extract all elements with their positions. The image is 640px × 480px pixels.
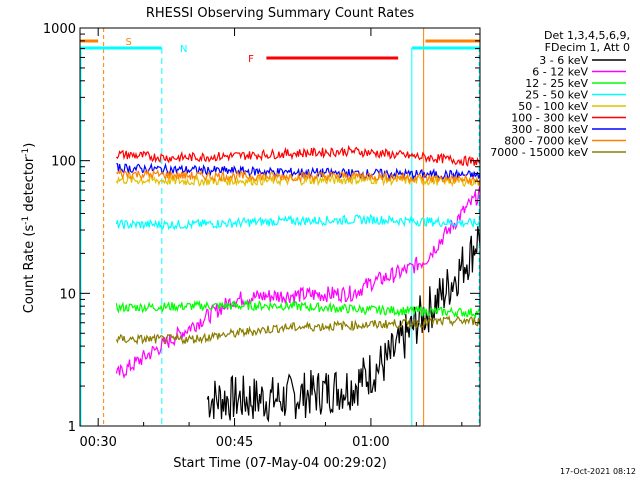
- series-line-9: [115, 314, 481, 346]
- legend-label-4: 25 - 50 keV: [525, 89, 588, 102]
- legend-label-6: 100 - 300 keV: [511, 112, 588, 125]
- y-tick-label-1: 10: [59, 287, 76, 302]
- legend-label-9: 7000 - 15000 keV: [490, 146, 588, 159]
- legend-header-line-2: FDecim 1, Att 0: [545, 41, 630, 54]
- saa-label: S: [125, 37, 131, 48]
- x-axis-label: Start Time (07-May-04 00:29:02): [173, 456, 387, 471]
- series-layer: [115, 144, 481, 423]
- plot-frame: [79, 27, 481, 427]
- night-label: N: [180, 44, 187, 55]
- tick-layer: 00:30 00:45 01:00 1 10 100 1000: [43, 22, 480, 450]
- x-tick-label-2: 01:00: [352, 435, 389, 450]
- legend-label-3: 12 - 25 keV: [525, 77, 588, 90]
- y-tick-label-3: 1000: [43, 22, 76, 37]
- series-line-6: [115, 144, 481, 168]
- series-line-2: [115, 186, 481, 380]
- footer-date: 17-Oct-2021 08:12: [560, 467, 636, 476]
- legend-label-1: 3 - 6 keV: [539, 54, 588, 67]
- series-line-4: [115, 213, 481, 231]
- y-tick-label-0: 1: [68, 420, 76, 435]
- chart-title: RHESSI Observing Summary Count Rates: [146, 6, 415, 21]
- legend-label-2: 6 - 12 keV: [532, 66, 588, 79]
- flare-label: F: [248, 54, 254, 65]
- legend-label-8: 800 - 7000 keV: [504, 135, 588, 148]
- y-axis-label: Count Rate (s-1 detector-1): [21, 143, 37, 314]
- legend-label-7: 300 - 800 keV: [511, 123, 588, 136]
- legend-label-5: 50 - 100 keV: [518, 100, 588, 113]
- x-tick-label-1: 00:45: [216, 435, 253, 450]
- y-tick-label-2: 100: [51, 155, 76, 170]
- x-tick-label-0: 00:30: [79, 435, 116, 450]
- series-line-8: [116, 168, 481, 186]
- series-line-3: [115, 299, 480, 319]
- legend-header-line-1: Det 1,3,4,5,6,9,: [544, 29, 630, 42]
- legend: Det 1,3,4,5,6,9, FDecim 1, Att 0 3 - 6 k…: [490, 29, 630, 159]
